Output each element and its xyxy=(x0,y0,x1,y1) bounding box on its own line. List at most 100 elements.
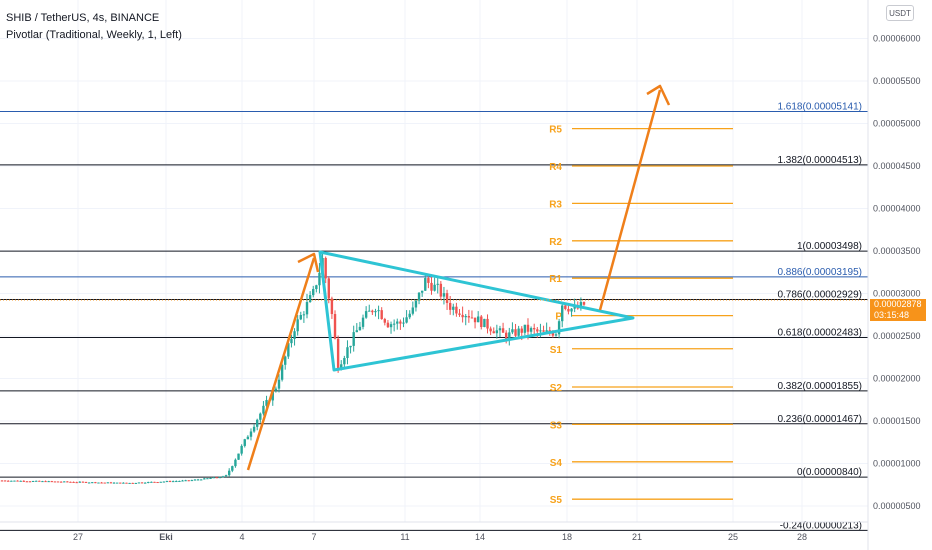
candle-body xyxy=(181,480,184,482)
candle-body xyxy=(203,478,206,480)
candle-body xyxy=(128,482,131,484)
symmetrical-triangle[interactable] xyxy=(318,250,635,372)
candle-body xyxy=(489,328,492,332)
candle xyxy=(346,340,349,365)
candle-body xyxy=(399,321,402,324)
candle xyxy=(13,480,16,482)
candle xyxy=(411,301,415,316)
candlestick-series xyxy=(0,252,586,484)
candle xyxy=(358,321,362,331)
price-tick-label: 0.00005500 xyxy=(873,76,921,86)
candle-body xyxy=(41,481,44,483)
candle-body xyxy=(405,317,408,323)
candle xyxy=(383,317,387,326)
candle xyxy=(315,284,318,293)
fibonacci-levels[interactable]: 1.618(0.00005141) 1.382(0.00004513) 1(0.00… xyxy=(0,102,868,532)
candle xyxy=(414,299,418,312)
candle xyxy=(19,480,22,482)
candle-body xyxy=(346,347,349,359)
candle xyxy=(187,480,190,482)
candle-body xyxy=(343,358,346,365)
candle-body xyxy=(501,328,505,333)
candle xyxy=(489,326,492,336)
candle xyxy=(514,323,517,339)
candle xyxy=(259,412,262,423)
candle xyxy=(91,481,94,484)
candle-body xyxy=(134,482,138,484)
candle-body xyxy=(417,292,421,301)
candle-body xyxy=(7,480,10,482)
candle xyxy=(461,306,464,323)
candle-body xyxy=(119,482,122,484)
candle xyxy=(243,438,246,448)
candle xyxy=(234,458,237,468)
grid-layer xyxy=(0,0,868,522)
candle-body xyxy=(308,295,312,303)
fib-level-label: 1.618(0.00005141) xyxy=(777,102,862,113)
candle-body xyxy=(327,278,330,299)
indicator-legend[interactable]: Pivotlar (Traditional, Weekly, 1, Left) xyxy=(6,29,182,41)
candle-body xyxy=(19,480,22,482)
candle xyxy=(495,324,499,339)
candle-body xyxy=(461,314,464,318)
candle xyxy=(0,480,4,482)
fib-level-label: 1(0.00003498) xyxy=(797,241,862,252)
candle xyxy=(436,276,439,294)
candle xyxy=(265,395,268,408)
candle-body xyxy=(567,308,570,312)
breakout-arrow[interactable] xyxy=(598,89,662,311)
candle-body xyxy=(302,314,306,316)
candle-body xyxy=(35,480,38,482)
candle-body xyxy=(165,481,169,483)
candle xyxy=(352,325,355,352)
candle-body xyxy=(464,315,467,318)
currency-button[interactable]: USDT xyxy=(886,5,914,21)
candle xyxy=(72,481,75,483)
price-tick-label: 0.00003500 xyxy=(873,246,921,256)
time-tick-label: 4 xyxy=(239,532,244,542)
candle xyxy=(561,304,564,328)
candle-body xyxy=(184,480,187,482)
candle xyxy=(240,444,243,456)
candle-body xyxy=(159,481,162,483)
candle xyxy=(312,285,315,298)
candle xyxy=(171,480,175,483)
candle xyxy=(448,296,452,315)
candle-body xyxy=(383,319,387,323)
candle-body xyxy=(402,322,405,324)
candle-body xyxy=(78,481,82,483)
candle xyxy=(193,479,197,481)
candle-body xyxy=(427,278,430,283)
candle-body xyxy=(50,481,53,483)
pivot-level-label: S5 xyxy=(550,495,563,506)
candle-body xyxy=(44,481,47,483)
candle-body xyxy=(287,343,290,357)
time-tick-label: 11 xyxy=(400,532,409,542)
candle xyxy=(199,479,203,481)
candle xyxy=(386,320,390,329)
price-tick-label: 0.00004500 xyxy=(873,161,921,171)
impulse-arrow[interactable] xyxy=(246,257,316,471)
candle xyxy=(84,481,88,483)
price-axis[interactable]: 0.00000500 0.00001000 0.00001500 0.00002000… xyxy=(873,34,921,512)
candle-body xyxy=(386,322,390,328)
time-axis[interactable]: 27 Eki 4 7 11 14 18 21 25 28 xyxy=(73,532,807,542)
candle xyxy=(140,482,144,484)
drawing-tools[interactable] xyxy=(246,84,671,471)
candle xyxy=(137,482,141,484)
candle xyxy=(349,345,352,354)
last-price-value: 0.00002878 xyxy=(874,299,922,309)
candle-body xyxy=(420,290,424,293)
candle xyxy=(333,310,337,340)
impulse-arrow-head xyxy=(297,252,320,273)
fib-level-label: 1.382(0.00004513) xyxy=(777,155,862,166)
candle-body xyxy=(59,481,63,483)
pivot-level-label: R3 xyxy=(549,199,562,210)
candle xyxy=(31,480,35,482)
candle-body xyxy=(517,328,520,336)
price-tick-label: 0.00005000 xyxy=(873,119,921,129)
pivot-levels[interactable]: R5 R4 R3 R2 R1 P S1 S2 S3 S4 S5 xyxy=(549,125,733,507)
candle-body xyxy=(336,338,340,370)
